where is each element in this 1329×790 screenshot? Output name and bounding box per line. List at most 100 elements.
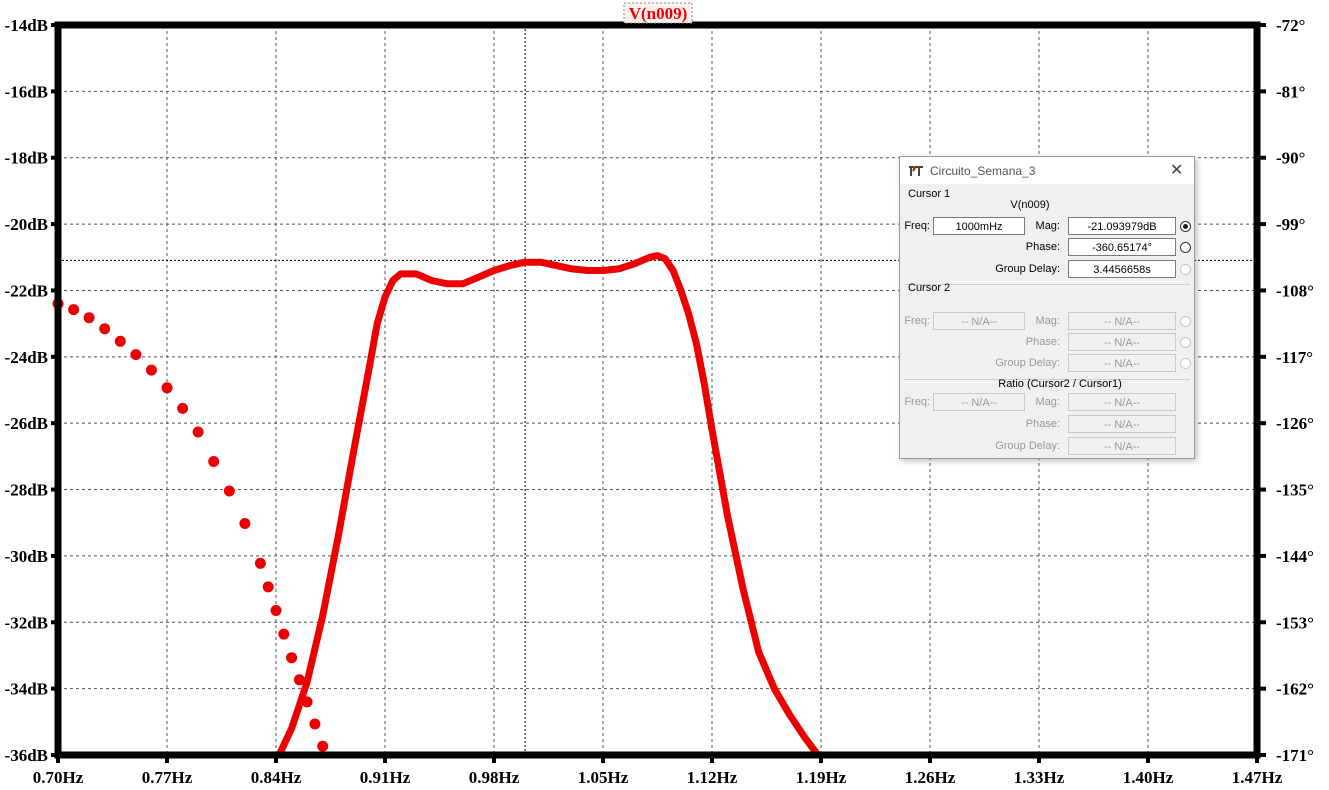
- cursor1-phase-label: Phase:: [1025, 241, 1060, 253]
- separator: [904, 379, 1190, 380]
- cursor2-mag-radio[interactable]: [1180, 316, 1191, 327]
- cursor2-mag-label: Mag:: [1035, 315, 1060, 327]
- plot-frame: [54, 21, 1261, 759]
- cursor1-freq-label: Freq:: [904, 220, 930, 232]
- phase-trace-point: [223, 485, 235, 497]
- phase-trace-point: [114, 335, 126, 347]
- ratio-phase-field: -- N/A--: [1068, 415, 1176, 433]
- phase-trace-point: [239, 518, 251, 529]
- phase-trace-point: [293, 674, 305, 686]
- y2-tick-label: -72°: [1276, 16, 1305, 35]
- phase-trace-point: [145, 364, 157, 376]
- cursor2-gd-field: -- N/A--: [1068, 354, 1176, 372]
- y2-tick-label: -90°: [1276, 149, 1305, 168]
- cursor1-section-label: Cursor 1: [908, 188, 951, 200]
- ratio-mag-label: Mag:: [1035, 396, 1060, 408]
- cursor2-phase-radio[interactable]: [1180, 337, 1191, 348]
- x-tick-label: 0.91Hz: [360, 768, 411, 787]
- phase-trace-point: [208, 456, 220, 467]
- separator: [904, 284, 1190, 285]
- y2-tick-label: -162°: [1276, 680, 1314, 699]
- magnitude-trace: [275, 252, 822, 759]
- phase-trace-point: [161, 382, 173, 394]
- cursor1-gd-label: Group Delay:: [995, 263, 1060, 275]
- y-tick-label: -30dB: [5, 547, 48, 566]
- y-tick-label: -16dB: [5, 82, 48, 101]
- ratio-gd-field: -- N/A--: [1068, 437, 1176, 455]
- x-tick-label: 1.26Hz: [905, 768, 956, 787]
- y2-tick-label: -81°: [1276, 82, 1305, 101]
- dialog-titlebar[interactable]: Circuito_Semana_3 ✕: [900, 157, 1194, 184]
- ratio-section-label: Ratio (Cursor2 / Cursor1): [998, 378, 1122, 390]
- ltspice-icon: [909, 165, 923, 176]
- cursor2-mag-field: -- N/A--: [1068, 312, 1176, 330]
- cursor2-gd-radio[interactable]: [1180, 358, 1191, 369]
- cursor1-gd-radio[interactable]: [1180, 264, 1191, 275]
- y-tick-label: -34dB: [5, 680, 48, 699]
- x-tick-label: 0.77Hz: [142, 768, 193, 787]
- cursor2-phase-field: -- N/A--: [1068, 333, 1176, 351]
- ratio-phase-label: Phase:: [1025, 418, 1060, 430]
- grid-lines: [58, 25, 1257, 755]
- phase-trace-point: [130, 349, 142, 361]
- cursor1-mag-radio[interactable]: [1180, 221, 1191, 232]
- y2-tick-label: -108°: [1276, 281, 1314, 300]
- cursor1-freq-field[interactable]: 1000mHz: [933, 217, 1025, 235]
- cursor2-section-label: Cursor 2: [908, 282, 951, 294]
- phase-trace-point: [254, 557, 266, 569]
- dialog-title: Circuito_Semana_3: [930, 164, 1036, 178]
- y2-tick-label: -171°: [1276, 746, 1314, 765]
- y-tick-label: -32dB: [5, 613, 48, 632]
- ratio-freq-field: -- N/A--: [933, 393, 1025, 411]
- phase-trace-point: [68, 304, 80, 316]
- y-tick-label: -14dB: [5, 16, 48, 35]
- y2-tick-label: -99°: [1276, 215, 1305, 234]
- cursor1-mag-label: Mag:: [1035, 220, 1060, 232]
- y-tick-label: -20dB: [5, 215, 48, 234]
- cursor2-freq-field: -- N/A--: [933, 312, 1025, 330]
- phase-trace-point: [83, 312, 95, 324]
- phase-trace-point: [177, 402, 189, 414]
- cursor1-phase-radio[interactable]: [1180, 242, 1191, 253]
- phase-trace-point: [99, 323, 111, 335]
- x-tick-label: 0.84Hz: [251, 768, 302, 787]
- axis-ticks: 0.70Hz 0.77Hz 0.84Hz 0.91Hz 0.98Hz 1.05Hz 1.12…: [5, 16, 1314, 787]
- y-tick-label: -26dB: [5, 414, 48, 433]
- y-tick-label: -18dB: [5, 149, 48, 168]
- y2-tick-label: -117°: [1276, 348, 1313, 367]
- y-tick-label: -22dB: [5, 281, 48, 300]
- close-icon[interactable]: ✕: [1170, 162, 1184, 179]
- x-tick-label: 1.47Hz: [1232, 768, 1283, 787]
- x-tick-label: 0.98Hz: [469, 768, 520, 787]
- ratio-freq-label: Freq:: [904, 396, 930, 408]
- cursor1-mag-field[interactable]: -21.093979dB: [1068, 217, 1176, 235]
- phase-trace-point: [192, 426, 204, 438]
- cursor2-gd-label: Group Delay:: [995, 357, 1060, 369]
- x-tick-label: 1.19Hz: [796, 768, 847, 787]
- ratio-mag-field: -- N/A--: [1068, 393, 1176, 411]
- phase-trace-point: [309, 718, 321, 730]
- cursor2-freq-label: Freq:: [904, 315, 930, 327]
- x-tick-label: 1.12Hz: [687, 768, 738, 787]
- cursor2-phase-label: Phase:: [1025, 336, 1060, 348]
- chart-title: V(n009): [629, 4, 688, 23]
- y-tick-label: -24dB: [5, 348, 48, 367]
- chart-title-group[interactable]: V(n009): [623, 2, 693, 24]
- ratio-gd-label: Group Delay:: [995, 440, 1060, 452]
- y2-tick-label: -135°: [1276, 481, 1314, 500]
- y2-tick-label: -144°: [1276, 547, 1314, 566]
- y-tick-label: -36dB: [5, 746, 48, 765]
- phase-trace-point: [278, 628, 290, 640]
- cursor1-trace-name: V(n009): [1010, 199, 1050, 211]
- phase-trace-point: [286, 652, 298, 664]
- y-tick-label: -28dB: [5, 481, 48, 500]
- cursor1-phase-field[interactable]: -360.65174°: [1068, 238, 1176, 256]
- x-tick-label: 1.40Hz: [1123, 768, 1174, 787]
- y2-tick-label: -153°: [1276, 613, 1314, 632]
- phase-trace-point: [270, 605, 282, 616]
- x-tick-label: 1.05Hz: [578, 768, 629, 787]
- cursor1-gd-field[interactable]: 3.4456658s: [1068, 260, 1176, 278]
- x-tick-label: 1.33Hz: [1014, 768, 1065, 787]
- cursor-dialog[interactable]: Circuito_Semana_3 ✕ Cursor 1 V(n009) Fre…: [899, 156, 1195, 459]
